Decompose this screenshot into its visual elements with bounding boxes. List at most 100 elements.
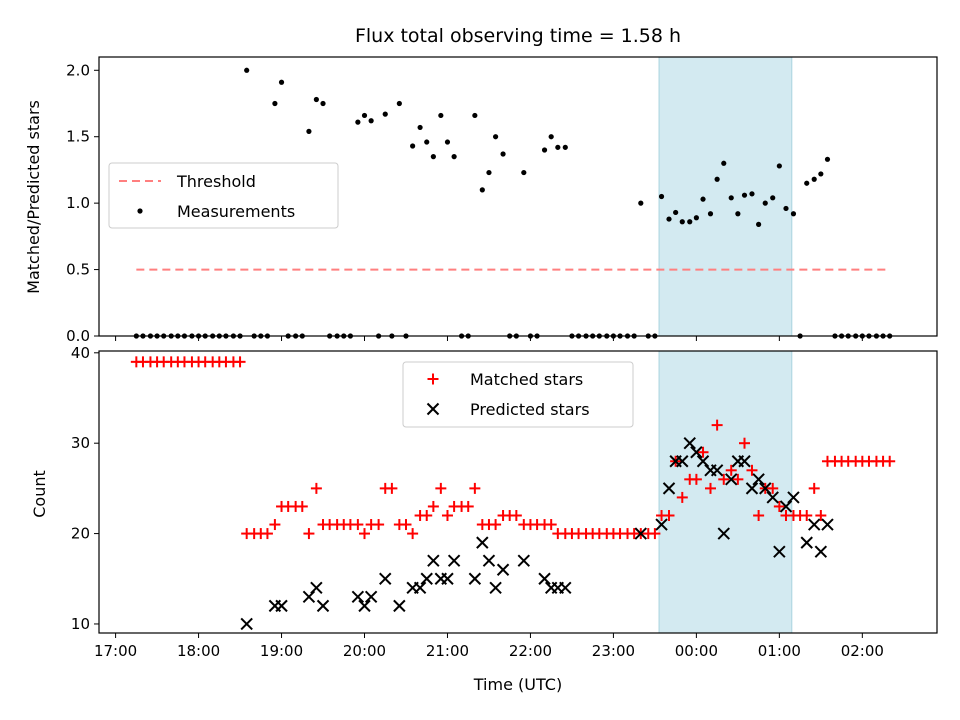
legend-threshold-label: Threshold [176,172,256,191]
matched-point [400,519,412,531]
predicted-point [538,572,551,585]
measurement-point [479,187,485,193]
y-tick-label: 0.5 [66,261,90,279]
measurement-point [521,169,527,176]
matched-point [373,519,385,531]
bottom-legend-box [402,361,634,428]
top-y-axis-label: Matched/Predicted stars [24,100,43,294]
measurement-point [714,176,720,182]
measurement-point [666,216,672,222]
predicted-point [517,554,531,567]
bottom-predicted-points [240,436,834,631]
predicted-point [351,590,365,604]
predicted-point [738,455,751,468]
measurement-point [728,195,734,201]
predicted-point [358,599,371,613]
predicted-point [725,473,738,486]
predicted-point [787,491,800,504]
predicted-point [275,599,288,613]
predicted-point [240,617,253,631]
measurement-point [430,154,436,160]
measurement-point [306,128,312,134]
measurement-point [679,219,685,225]
matched-point [773,500,785,512]
predicted-point [766,491,779,504]
top-plot-frame [98,56,938,337]
measurement-point [562,144,568,150]
measurement-point [735,211,741,217]
measurement-point [824,156,831,162]
bottom-plot-frame [98,350,938,634]
legend-measurements-swatch [137,208,143,214]
measurement-point [410,143,416,149]
measurement-point [424,139,430,145]
matched-point [732,473,744,485]
matched-point [234,356,246,368]
matched-point [386,482,398,494]
matched-point [359,528,371,540]
measurement-point [790,211,797,217]
measurement-point [396,100,402,107]
matched-point [310,482,322,494]
predicted-point [717,527,730,540]
measurement-point [638,200,644,206]
x-tick-label: 22:00 [509,642,552,660]
matched-point [663,510,675,521]
matched-point [296,500,308,512]
matched-point [490,519,502,531]
y-tick-label: 20 [71,525,90,543]
x-tick-label: 01:00 [758,642,801,660]
predicted-point [683,436,696,450]
x-tick-label: 21:00 [426,642,469,660]
matched-point [510,510,522,521]
measurement-point [548,134,554,140]
predicted-point [447,554,461,567]
matched-point [815,510,827,521]
measurement-point [244,67,250,73]
top-shaded-region [658,56,793,337]
bottom-legend: Matched stars Predicted stars [402,361,634,428]
chart-bottom: 10 20 30 40 17:00 18:00 19:00 20:00 21:00 22:00 2… [30,344,938,694]
matched-point [469,482,481,494]
measurement-point [756,221,762,227]
measurement-point [770,195,776,201]
measurement-point [368,118,374,124]
measurement-point [783,205,789,212]
matched-point [739,437,751,449]
x-tick-label: 20:00 [343,642,386,660]
measurement-point [313,96,319,103]
matched-point [649,528,661,540]
bottom-y-ticks: 10 20 30 40 [71,344,99,633]
x-tick-label: 02:00 [841,642,884,660]
legend-matched-swatch [427,373,439,385]
measurement-point [278,79,285,85]
predicted-point [468,572,482,585]
matched-point [435,482,447,494]
matched-point [753,510,765,521]
measurement-point [700,196,706,202]
measurement-point [361,112,368,119]
predicted-point [441,572,454,585]
y-tick-label: 10 [71,615,90,633]
predicted-point [413,581,427,595]
measurement-point [555,144,561,150]
matched-point [676,491,688,503]
predicted-point [759,482,772,495]
predicted-point [710,464,724,477]
measurement-point [762,200,768,206]
measurement-point [721,160,727,166]
predicted-point [800,536,813,549]
x-tick-label: 17:00 [94,642,137,660]
predicted-point [745,482,759,495]
matched-point [690,473,702,485]
bottom-x-axis-label: Time (UTC) [473,675,562,694]
measurement-point [749,191,755,197]
matched-point [746,464,758,476]
predicted-point [690,446,703,459]
measurement-point [417,124,423,131]
measurement-point [687,219,693,225]
matched-point [884,455,896,467]
legend-predicted-swatch [426,402,440,416]
top-legend-box [108,162,339,229]
x-tick-label: 19:00 [260,642,303,660]
